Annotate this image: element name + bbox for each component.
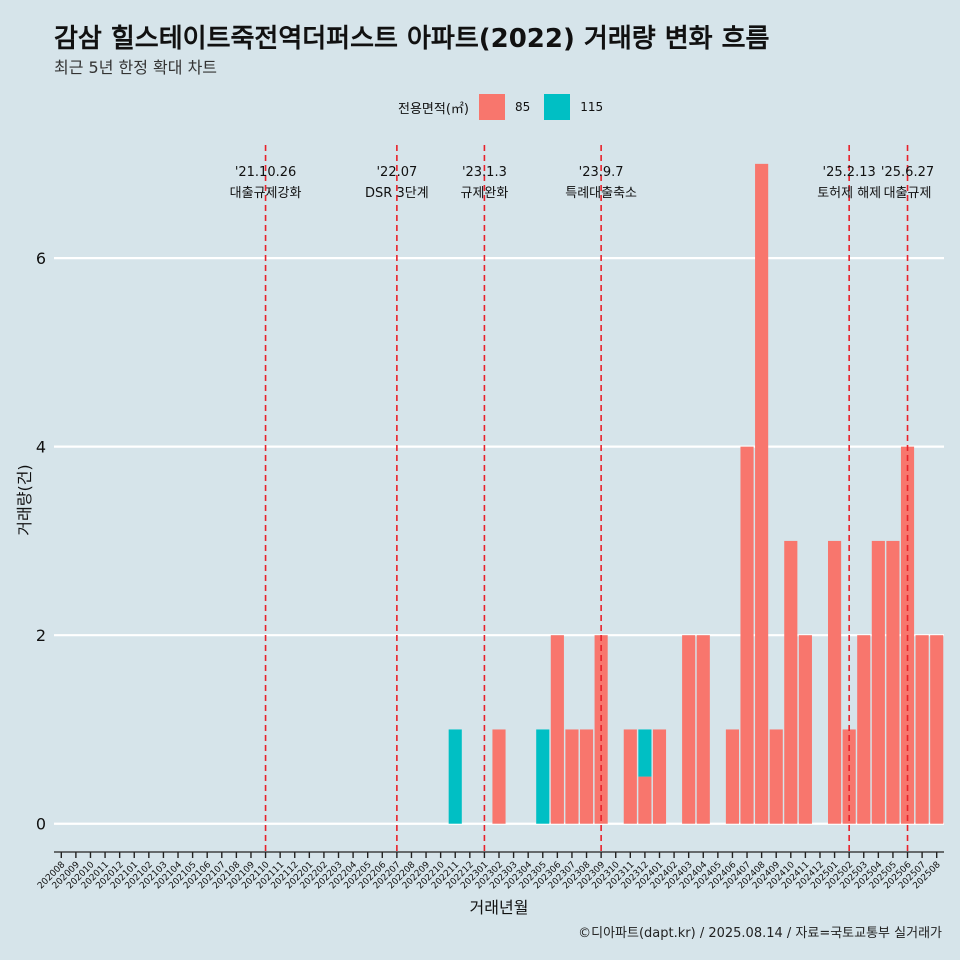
legend-label-115: 115 — [580, 100, 604, 114]
y-axis-title: 거래량(건) — [15, 464, 34, 535]
event-date-label: '23.9.7 — [579, 165, 624, 180]
event-name-label: 대출규제강화 — [230, 186, 302, 201]
y-tick-label: 6 — [36, 249, 46, 268]
bar-85-202503 — [857, 635, 871, 824]
event-name-label: 규제완화 — [460, 186, 508, 201]
bar-85-202410 — [784, 540, 798, 824]
legend-title: 전용면적(㎡) — [398, 101, 469, 117]
bar-85-202308 — [579, 729, 594, 824]
bar-85-202306 — [550, 635, 564, 824]
legend-label-85: 85 — [514, 100, 531, 114]
event-date-label: '21.10.26 — [235, 165, 296, 180]
y-tick-label: 2 — [36, 626, 46, 645]
event-date-label: '23.1.3 — [462, 165, 507, 180]
legend-swatch-85 — [478, 94, 505, 120]
event-date-label: '22.07 — [376, 165, 417, 180]
bar-85-202407 — [740, 446, 754, 824]
bar-115-202312 — [638, 729, 652, 777]
legend: 전용면적(㎡) 85 115 — [398, 94, 617, 120]
event-name-label: DSR 3단계 — [365, 186, 429, 201]
event-name-label: 특례대출축소 — [565, 186, 637, 201]
y-tick-label: 0 — [36, 815, 46, 834]
legend-swatch-115 — [544, 94, 571, 120]
event-date-label: '25.2.13 — [823, 165, 876, 180]
bar-85-202411 — [798, 635, 812, 824]
bar-85-202401 — [652, 729, 667, 824]
bar-85-202507 — [915, 635, 929, 824]
bar-85-202408 — [755, 163, 769, 824]
bar-85-202307 — [565, 729, 579, 824]
bar-85-202312 — [638, 776, 652, 824]
bar-115-202211 — [448, 729, 462, 824]
bar-85-202302 — [492, 729, 506, 824]
chart-subtitle: 최근 5년 한정 확대 차트 — [54, 58, 218, 77]
event-date-label: '25.6.27 — [881, 165, 934, 180]
bar-85-202501 — [828, 540, 842, 824]
bar-85-202409 — [769, 729, 783, 824]
event-name-label: 대출규제 — [884, 186, 932, 201]
bar-115-202305 — [536, 729, 550, 824]
event-name-label: 토허제 해제 — [817, 186, 881, 201]
y-tick-label: 4 — [36, 438, 46, 457]
chart-title: 감삼 힐스테이트죽전역더퍼스트 아파트(2022) 거래량 변화 흐름 — [54, 24, 770, 54]
bar-85-202504 — [871, 540, 885, 824]
source-caption: ©디아파트(dapt.kr) / 2025.08.14 / 자료=국토교통부 실… — [578, 926, 942, 941]
bar-85-202508 — [930, 635, 944, 824]
bar-85-202311 — [623, 729, 637, 824]
x-axis-title: 거래년월 — [470, 898, 529, 917]
bar-85-202403 — [682, 635, 696, 824]
bar-85-202505 — [886, 540, 900, 824]
bar-85-202406 — [725, 729, 740, 824]
bar-85-202404 — [696, 635, 710, 824]
